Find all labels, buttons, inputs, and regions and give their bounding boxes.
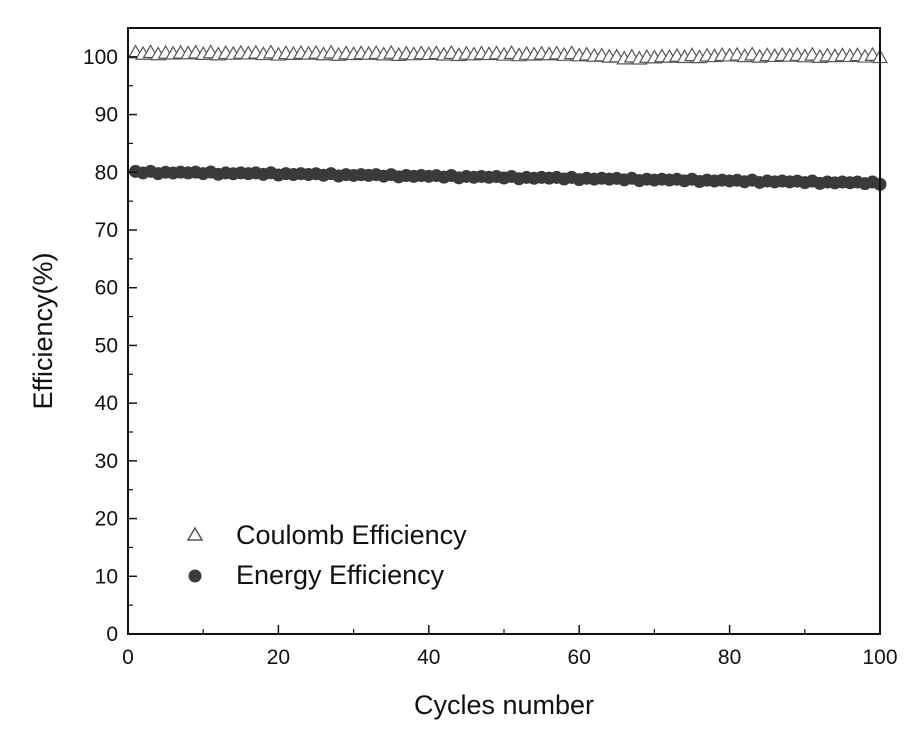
y-tick-label: 10 [95, 565, 118, 588]
y-tick-label: 40 [95, 392, 118, 415]
y-tick-label: 50 [95, 334, 118, 357]
y-tick-label: 70 [95, 219, 118, 242]
x-tick-label: 60 [568, 646, 591, 669]
axis-ticks: 0 20 40 60 80 100 0 10 20 30 40 50 60 70 80 90 100 [83, 46, 898, 669]
x-tick-label: 20 [267, 646, 290, 669]
x-tick-label: 100 [862, 646, 897, 669]
legend-triangle-icon [186, 526, 204, 541]
plot-frame [127, 27, 881, 635]
legend-label-coulomb: Coulomb Efficiency [236, 520, 467, 550]
y-tick-label: 90 [95, 104, 118, 127]
x-tick-label: 40 [417, 646, 440, 669]
x-tick-label: 80 [718, 646, 741, 669]
y-tick-label: 0 [106, 623, 118, 646]
y-axis-label: Efficiency(%) [28, 252, 58, 409]
x-tick-label: 0 [122, 646, 134, 669]
series-coulomb-efficiency [127, 44, 889, 65]
legend: Coulomb Efficiency Energy Efficiency [186, 520, 467, 590]
y-tick-label: 80 [95, 161, 118, 184]
y-tick-label: 60 [95, 277, 118, 300]
x-axis-label: Cycles number [414, 690, 594, 720]
legend-label-energy: Energy Efficiency [236, 560, 445, 590]
series-energy-efficiency [129, 164, 887, 191]
y-tick-label: 100 [83, 46, 118, 69]
data-marks [127, 44, 889, 191]
y-tick-label: 20 [95, 508, 118, 531]
y-tick-label: 30 [95, 450, 118, 473]
legend-circle-icon [188, 569, 202, 583]
